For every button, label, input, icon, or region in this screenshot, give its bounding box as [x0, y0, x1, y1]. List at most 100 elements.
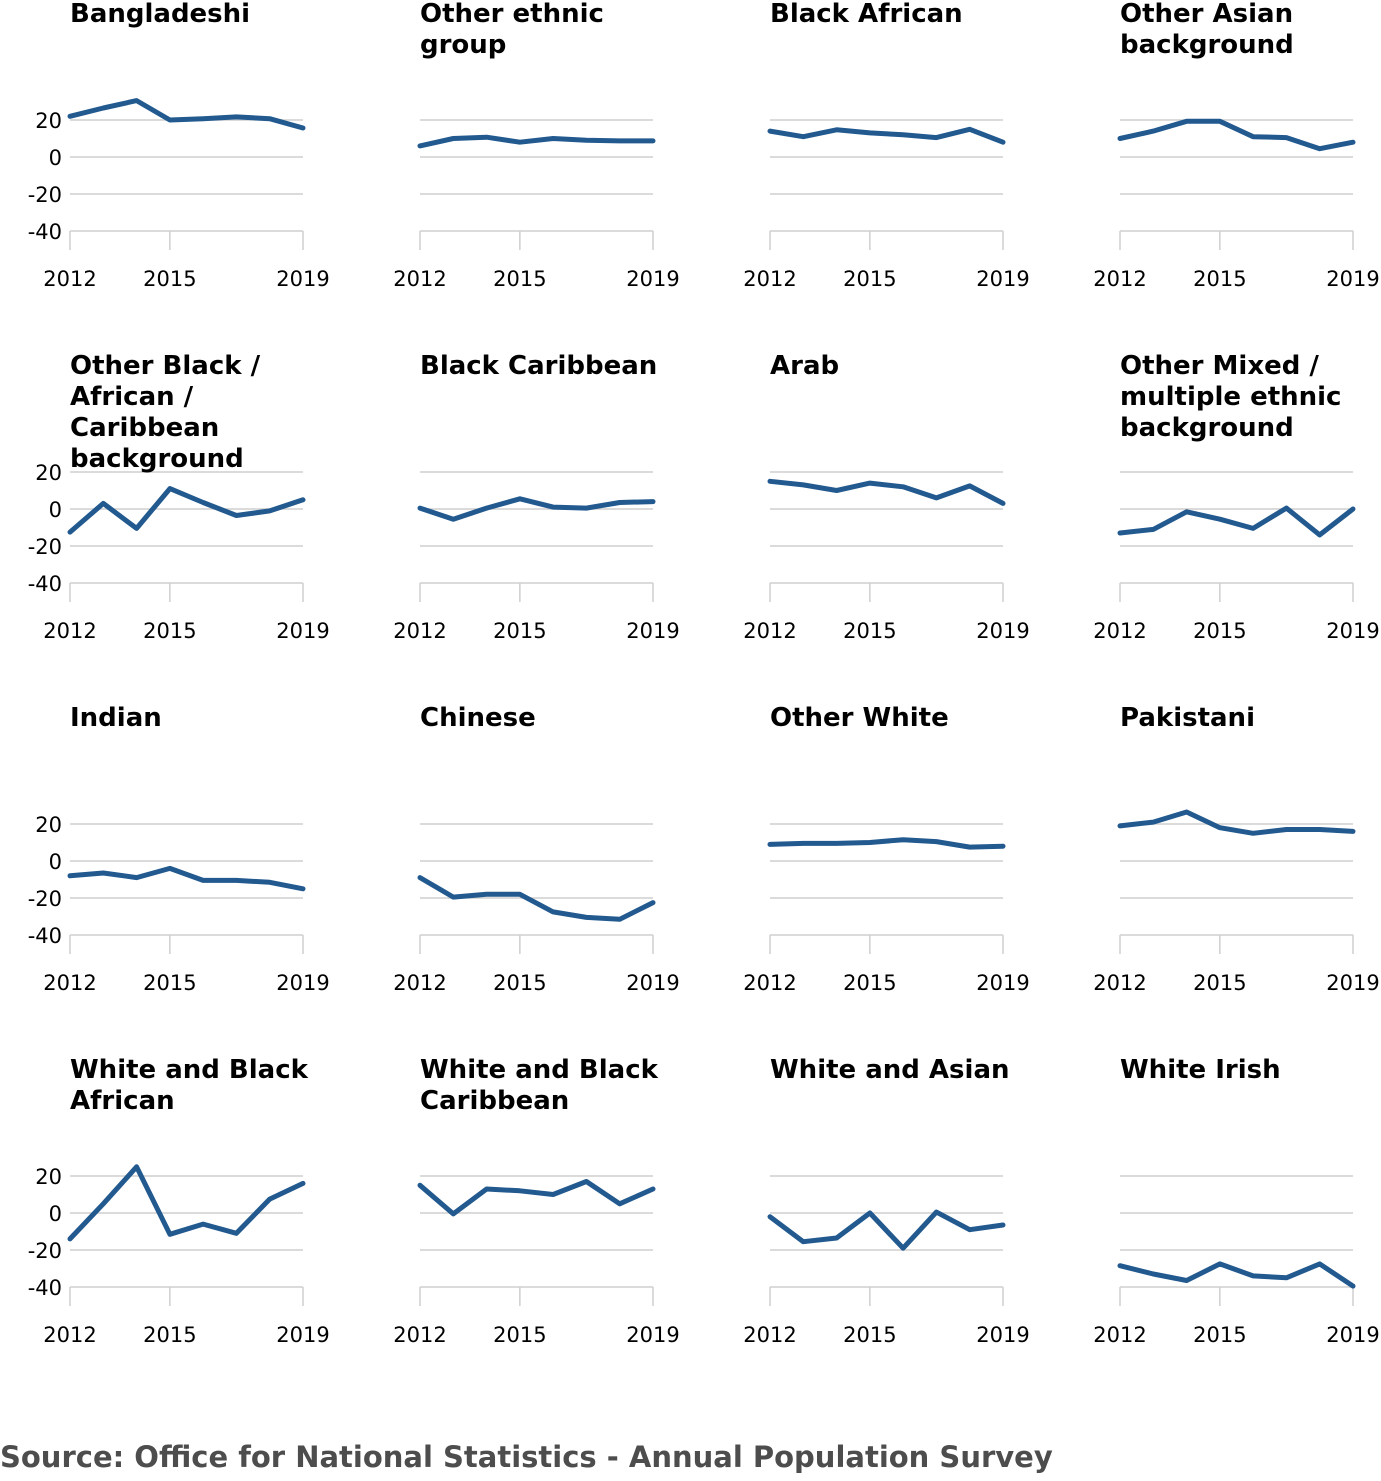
x-tick-label: 2015	[143, 267, 196, 291]
panel-title-line: Caribbean	[420, 1086, 569, 1116]
x-tick-label: 2012	[43, 267, 96, 291]
x-tick-label: 2019	[976, 971, 1029, 995]
x-tick-label: 2015	[1193, 971, 1246, 995]
panel-title-line: Other Black /	[70, 351, 261, 381]
series-line	[417, 1179, 656, 1217]
panel-title-line: Black African	[770, 0, 963, 29]
x-tick-label: 2012	[43, 1323, 96, 1347]
y-tick-label: -40	[28, 220, 62, 244]
panel: 2012 2015 2019 Other ethnic group	[393, 0, 679, 291]
x-tick-label: 2019	[976, 619, 1029, 643]
panel: 2012 2015 2019 Chinese	[393, 703, 679, 995]
x-tick-label: 2019	[976, 267, 1029, 291]
x-tick-label: 2015	[143, 619, 196, 643]
panel: 2012 2015 2019 Black African	[743, 0, 1029, 291]
panel-title-line: Chinese	[420, 703, 536, 733]
x-tick-label: 2012	[1093, 267, 1146, 291]
panel-title: Other Black / African / Caribbean backgroun…	[70, 351, 261, 474]
panel-title-line: multiple ethnic	[1120, 382, 1341, 412]
x-tick-label: 2015	[493, 971, 546, 995]
panel-title-line: Other White	[770, 703, 949, 733]
x-tick-label: 2019	[626, 267, 679, 291]
panel-title: Black Caribbean	[420, 351, 657, 381]
panel-title: Chinese	[420, 703, 536, 733]
x-tick-label: 2015	[143, 1323, 196, 1347]
y-tick-label: 0	[49, 146, 62, 170]
panel: 20 0 -20 -40 2012 2015 2019 Other Black / Africa…	[28, 351, 330, 643]
panel: 2012 2015 2019 Pakistani	[1093, 703, 1379, 995]
panel-title: Black African	[770, 0, 963, 29]
y-tick-label: 20	[35, 109, 62, 133]
x-tick-label: 2012	[1093, 1323, 1146, 1347]
panel: 2012 2015 2019 Other Asian background	[1093, 0, 1379, 291]
series-line	[417, 496, 656, 522]
x-tick-label: 2015	[493, 267, 546, 291]
x-tick-label: 2012	[743, 267, 796, 291]
panel: 2012 2015 2019 Other Mixed / multiple ethnic…	[1093, 351, 1379, 643]
y-tick-label: -20	[28, 1239, 62, 1263]
x-tick-label: 2012	[43, 619, 96, 643]
series-line	[767, 126, 1006, 145]
x-tick-label: 2015	[1193, 619, 1246, 643]
panel-title-line: background	[1120, 413, 1294, 443]
x-tick-label: 2012	[393, 619, 446, 643]
panel-title-line: Bangladeshi	[70, 0, 250, 29]
x-tick-label: 2012	[743, 971, 796, 995]
panel-title: Bangladeshi	[70, 0, 250, 29]
panel-title-line: African /	[70, 382, 194, 412]
x-tick-label: 2019	[626, 619, 679, 643]
series-line	[1117, 809, 1356, 836]
panel-title: White and Black African	[70, 1055, 309, 1116]
panel-title-line: Pakistani	[1120, 703, 1255, 733]
series-line	[767, 1209, 1006, 1251]
panel-title-line: background	[1120, 30, 1294, 60]
panel-title: Other Asian background	[1120, 0, 1294, 60]
x-tick-label: 2015	[143, 971, 196, 995]
y-tick-label: -20	[28, 535, 62, 559]
series-line	[1117, 505, 1356, 538]
panel-title: Other ethnic group	[420, 0, 604, 60]
panel-title: Other Mixed / multiple ethnic background	[1120, 351, 1341, 443]
x-tick-label: 2015	[843, 619, 896, 643]
y-tick-label: -40	[28, 1276, 62, 1300]
x-tick-label: 2015	[493, 619, 546, 643]
source-note: Source: Office for National Statistics -…	[0, 1440, 1053, 1474]
series-line	[67, 98, 306, 131]
y-tick-label: -40	[28, 572, 62, 596]
panel: 20 0 -20 -40 2012 2015 2019 White and Black Afri…	[28, 1055, 330, 1347]
panel-title-line: Other Asian	[1120, 0, 1293, 29]
x-tick-label: 2019	[1326, 1323, 1379, 1347]
panel: 20 0 -20 -40 2012 2015 2019 Indian	[28, 703, 330, 995]
y-tick-label: 0	[49, 498, 62, 522]
x-tick-label: 2019	[1326, 267, 1379, 291]
panel-title-line: White and Black	[420, 1055, 659, 1085]
y-tick-label: 0	[49, 850, 62, 874]
panel-title: Arab	[770, 351, 839, 381]
series-line	[767, 478, 1006, 506]
panel-title: White and Asian	[770, 1055, 1010, 1085]
y-tick-label: -20	[28, 887, 62, 911]
panel: 2012 2015 2019 Other White	[743, 703, 1029, 995]
x-tick-label: 2012	[743, 619, 796, 643]
x-tick-label: 2015	[493, 1323, 546, 1347]
x-tick-label: 2019	[276, 971, 329, 995]
panel-title-line: Black Caribbean	[420, 351, 657, 381]
x-tick-label: 2012	[393, 971, 446, 995]
panel: 2012 2015 2019 White and Black Caribbean	[393, 1055, 679, 1347]
x-tick-label: 2019	[626, 971, 679, 995]
panel: 2012 2015 2019 Black Caribbean	[393, 351, 679, 643]
panel-title-line: White Irish	[1120, 1055, 1281, 1085]
panel-title-line: Indian	[70, 703, 162, 733]
panel-title-line: African	[70, 1086, 175, 1116]
panel: 2012 2015 2019 White and Asian	[743, 1055, 1029, 1347]
x-tick-label: 2019	[276, 267, 329, 291]
panel: 2012 2015 2019 Arab	[743, 351, 1029, 643]
panel-title-line: Other ethnic	[420, 0, 604, 29]
series-line	[1117, 1261, 1356, 1289]
panel: 20 0 -20 -40 2012 2015 2019 Bangladeshi	[28, 0, 330, 291]
panel: 2012 2015 2019 White Irish	[1093, 1055, 1379, 1347]
x-tick-label: 2019	[626, 1323, 679, 1347]
panel-title-line: White and Asian	[770, 1055, 1010, 1085]
x-tick-label: 2019	[1326, 619, 1379, 643]
x-tick-label: 2019	[276, 619, 329, 643]
